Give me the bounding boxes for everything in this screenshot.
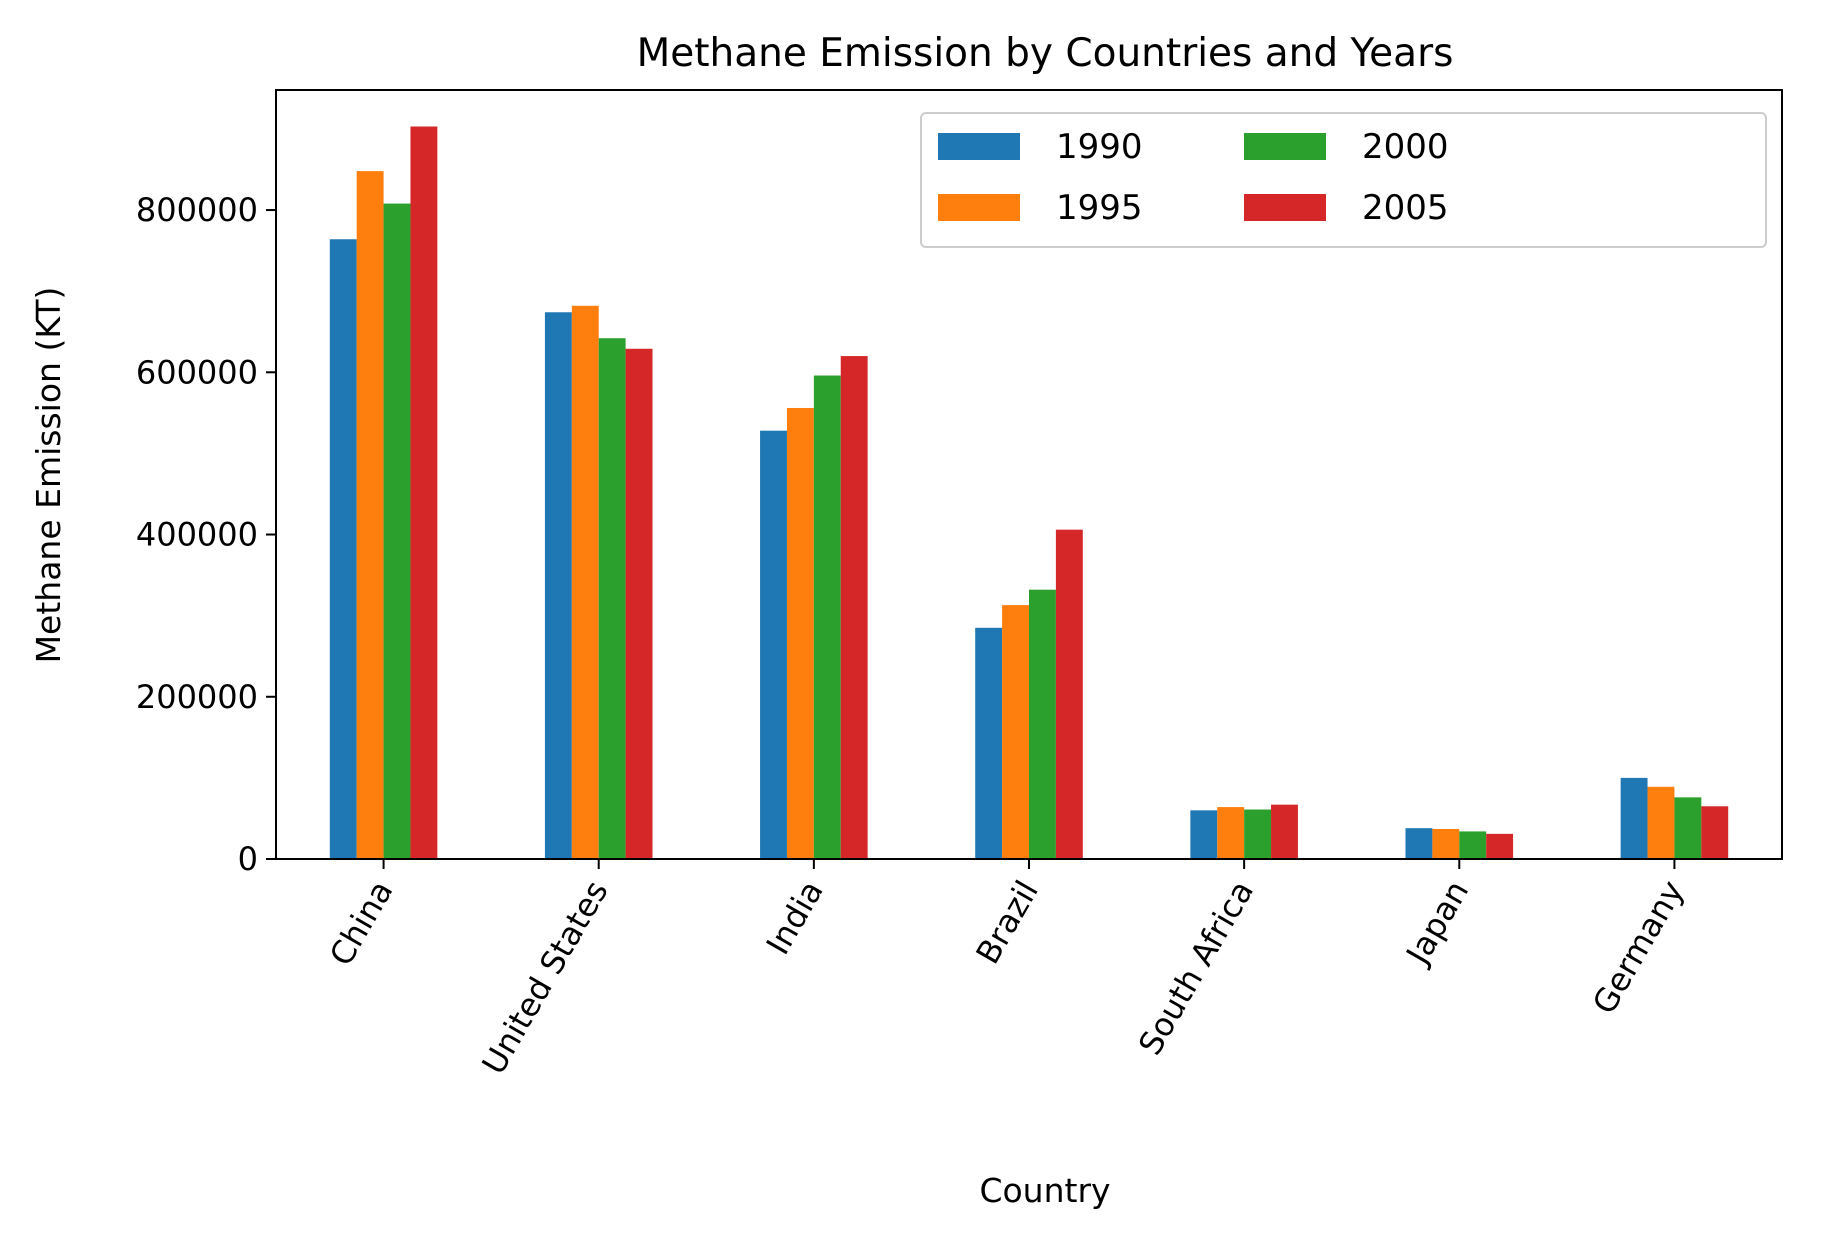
bar-brazil-2005 (1055, 529, 1083, 859)
bar-south-africa-1990 (1190, 810, 1218, 859)
y-tick-label: 0 (238, 840, 258, 878)
y-tick-label: 400000 (136, 516, 258, 554)
legend-label-2005: 2005 (1362, 188, 1449, 228)
bar-germany-1995 (1647, 786, 1675, 859)
bar-brazil-2000 (1029, 589, 1056, 859)
bar-united-states-2000 (598, 338, 626, 859)
bar-south-africa-2000 (1244, 809, 1272, 859)
bars-layer (329, 126, 1729, 860)
bar-germany-1990 (1620, 777, 1648, 859)
legend-swatch-1990 (938, 133, 1020, 160)
legend: 1990 1995 2000 2005 (920, 112, 1767, 248)
legend-label-1995: 1995 (1056, 188, 1143, 228)
bar-india-2000 (813, 375, 841, 859)
bar-china-1995 (356, 171, 384, 859)
y-axis: 0 200000 400000 600000 800000 (136, 191, 276, 878)
bar-germany-2005 (1701, 806, 1729, 859)
bar-united-states-2005 (625, 348, 653, 859)
legend-swatch-2000 (1244, 133, 1326, 160)
y-tick-label: 200000 (136, 678, 258, 716)
bar-india-2005 (840, 356, 868, 859)
legend-swatch-2005 (1244, 194, 1326, 221)
legend-swatch-1995 (938, 194, 1020, 221)
bar-united-states-1995 (571, 305, 599, 859)
bar-south-africa-1995 (1217, 807, 1245, 859)
y-tick-label: 600000 (136, 353, 258, 391)
bar-japan-2000 (1459, 831, 1487, 859)
bar-japan-1995 (1432, 828, 1460, 859)
bar-germany-2000 (1674, 797, 1702, 859)
bar-china-1990 (329, 239, 357, 859)
legend-label-1990: 1990 (1056, 127, 1143, 167)
legend-frame (920, 112, 1767, 248)
bar-china-2005 (410, 126, 438, 859)
bar-india-1995 (786, 407, 814, 859)
bar-brazil-1990 (975, 627, 1003, 859)
bar-china-2000 (383, 203, 411, 859)
y-tick-label: 800000 (136, 191, 258, 229)
chart-title: Methane Emission by Countries and Years (637, 31, 1454, 76)
bar-south-africa-2005 (1271, 804, 1298, 859)
bar-india-1990 (760, 430, 787, 859)
x-axis-label: Country (979, 1171, 1110, 1210)
bar-brazil-1995 (1002, 605, 1029, 859)
legend-label-2000: 2000 (1362, 127, 1449, 167)
bar-united-states-1990 (544, 312, 572, 860)
bar-japan-2005 (1486, 833, 1514, 859)
bar-japan-1990 (1405, 828, 1433, 859)
y-axis-label: Methane Emission (KT) (29, 287, 68, 664)
